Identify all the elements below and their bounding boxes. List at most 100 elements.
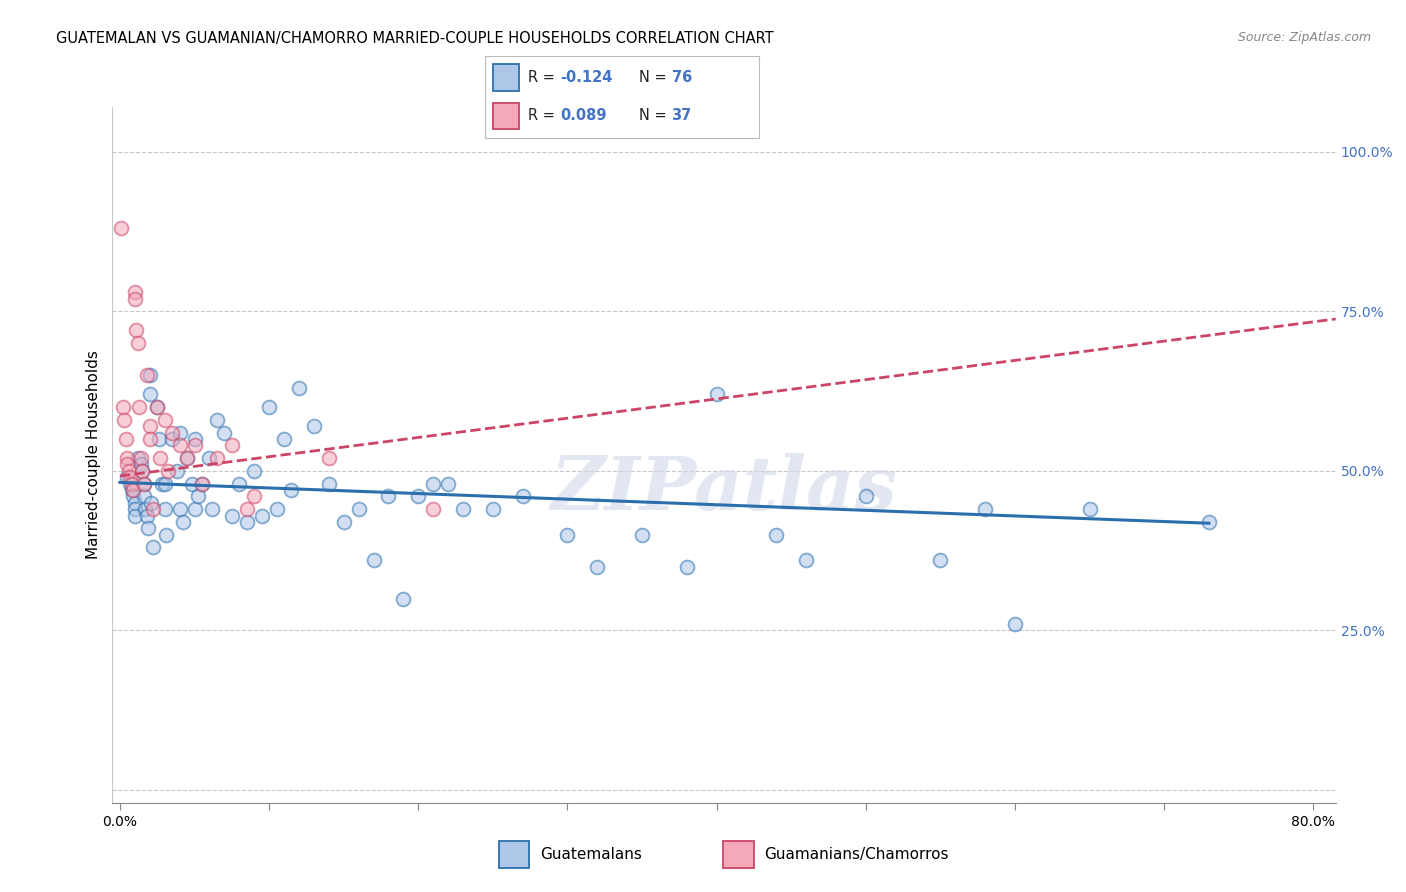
- Point: [112, 413, 135, 427]
- Point: [318, 476, 340, 491]
- Point: [392, 591, 415, 606]
- Text: R =: R =: [527, 70, 560, 85]
- Point: [169, 425, 191, 440]
- Point: [172, 515, 194, 529]
- Point: [153, 502, 176, 516]
- Point: [149, 451, 172, 466]
- Point: [121, 483, 143, 497]
- Point: [139, 387, 162, 401]
- Point: [176, 451, 198, 466]
- Point: [377, 490, 399, 504]
- Text: Guatemalans: Guatemalans: [540, 847, 641, 862]
- Point: [228, 476, 250, 491]
- Point: [146, 400, 169, 414]
- Point: [280, 483, 302, 497]
- Bar: [499, 841, 529, 868]
- Point: [855, 490, 877, 504]
- Point: [134, 502, 156, 516]
- Point: [155, 527, 177, 541]
- Point: [512, 490, 534, 504]
- Point: [250, 508, 273, 523]
- Point: [129, 458, 152, 472]
- Text: N =: N =: [638, 108, 671, 123]
- Point: [347, 502, 370, 516]
- Point: [160, 432, 183, 446]
- Point: [631, 527, 654, 541]
- Bar: [494, 64, 519, 91]
- Point: [131, 464, 153, 478]
- Point: [235, 515, 257, 529]
- Text: ZIPatlas: ZIPatlas: [551, 453, 897, 526]
- Point: [125, 323, 148, 337]
- Point: [132, 490, 155, 504]
- Point: [166, 464, 188, 478]
- Point: [111, 400, 134, 414]
- Point: [191, 476, 214, 491]
- Point: [117, 470, 139, 484]
- Point: [160, 425, 183, 440]
- Point: [115, 432, 138, 446]
- Point: [128, 400, 150, 414]
- Point: [243, 464, 266, 478]
- Point: [1004, 617, 1026, 632]
- Point: [929, 553, 952, 567]
- Text: Source: ZipAtlas.com: Source: ZipAtlas.com: [1237, 31, 1371, 45]
- Point: [141, 496, 163, 510]
- Text: 0.089: 0.089: [561, 108, 607, 123]
- Point: [124, 502, 146, 516]
- Text: R =: R =: [527, 108, 560, 123]
- Point: [183, 502, 205, 516]
- Point: [146, 400, 169, 414]
- Point: [257, 400, 280, 414]
- Point: [180, 476, 202, 491]
- Point: [332, 515, 354, 529]
- Point: [186, 490, 208, 504]
- Point: [214, 425, 236, 440]
- Point: [120, 476, 142, 491]
- Text: GUATEMALAN VS GUAMANIAN/CHAMORRO MARRIED-COUPLE HOUSEHOLDS CORRELATION CHART: GUATEMALAN VS GUAMANIAN/CHAMORRO MARRIED…: [56, 31, 773, 46]
- Point: [124, 285, 146, 300]
- Point: [132, 476, 155, 491]
- Point: [169, 502, 191, 516]
- Point: [794, 553, 817, 567]
- Point: [191, 476, 214, 491]
- Point: [124, 496, 146, 510]
- Point: [169, 438, 191, 452]
- Point: [1198, 515, 1220, 529]
- Point: [266, 502, 288, 516]
- Point: [136, 521, 159, 535]
- Point: [675, 559, 697, 574]
- Point: [273, 432, 295, 446]
- Point: [201, 502, 224, 516]
- Point: [706, 387, 728, 401]
- Point: [122, 490, 145, 504]
- Point: [117, 458, 139, 472]
- Point: [183, 432, 205, 446]
- Point: [139, 432, 162, 446]
- Point: [139, 419, 162, 434]
- Point: [235, 502, 257, 516]
- Text: Guamanians/Chamorros: Guamanians/Chamorros: [765, 847, 949, 862]
- Text: N =: N =: [638, 70, 671, 85]
- Point: [148, 432, 170, 446]
- Point: [135, 368, 157, 383]
- Point: [176, 451, 198, 466]
- Text: 37: 37: [672, 108, 692, 123]
- Point: [318, 451, 340, 466]
- Point: [198, 451, 221, 466]
- Point: [1078, 502, 1101, 516]
- Point: [110, 221, 132, 235]
- Point: [132, 476, 155, 491]
- Point: [135, 508, 157, 523]
- Point: [131, 464, 153, 478]
- Point: [142, 541, 165, 555]
- Point: [288, 381, 311, 395]
- Point: [221, 508, 243, 523]
- Point: [122, 483, 145, 497]
- Point: [127, 336, 149, 351]
- Point: [183, 438, 205, 452]
- Point: [408, 490, 430, 504]
- Point: [422, 502, 444, 516]
- Point: [221, 438, 243, 452]
- Point: [127, 451, 149, 466]
